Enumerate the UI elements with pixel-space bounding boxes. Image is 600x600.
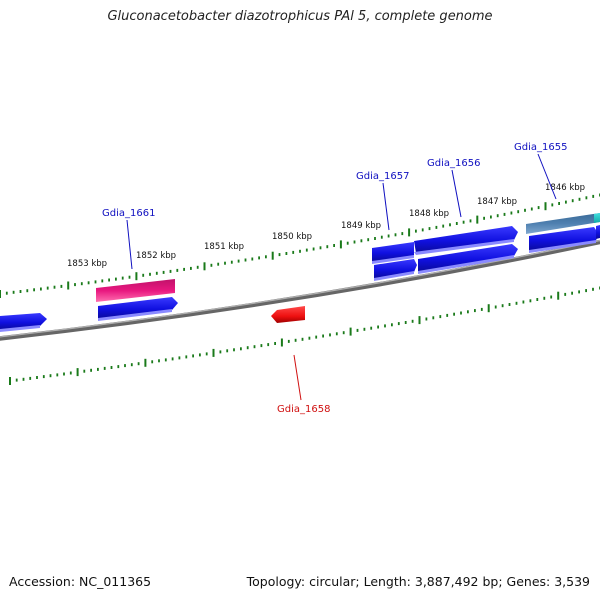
gene-gdia-1658[interactable] (271, 306, 305, 323)
backbone (0, 239, 600, 341)
scale-label: 1853 kbp (67, 259, 107, 269)
label-leaders (126, 153, 557, 401)
gene-gdia-1655[interactable] (526, 213, 600, 234)
gene-label-gdia-1658[interactable]: Gdia_1658 (277, 404, 330, 415)
gene-labels: Gdia_1655 Gdia_1656 Gdia_1657 Gdia_1661 … (102, 142, 567, 415)
gene-gdia-1661[interactable] (96, 279, 175, 302)
scale-label: 1851 kbp (204, 242, 244, 252)
scale-labels: 1846 kbp 1847 kbp 1848 kbp 1849 kbp 1850… (67, 183, 585, 269)
forward-scale-ticks (0, 193, 600, 298)
scale-label: 1846 kbp (545, 183, 585, 193)
map-title: Gluconacetobacter diazotrophicus PAl 5, … (107, 9, 493, 24)
gene-forward-row2[interactable] (0, 225, 600, 332)
scale-label: 1848 kbp (409, 209, 449, 219)
scale-label: 1850 kbp (272, 232, 312, 242)
gene-label-gdia-1655[interactable]: Gdia_1655 (514, 142, 567, 153)
gene-label-gdia-1661[interactable]: Gdia_1661 (102, 208, 155, 219)
accession-text: Accession: NC_011365 (9, 574, 152, 589)
gene-gdia-1656[interactable] (414, 226, 518, 255)
gene-gdia-1657[interactable] (372, 242, 414, 264)
gene-features[interactable] (0, 213, 600, 332)
scale-label: 1847 kbp (477, 197, 517, 207)
genome-summary-text: Topology: circular; Length: 3,887,492 bp… (246, 574, 590, 589)
scale-label: 1852 kbp (136, 251, 176, 261)
gene-label-gdia-1656[interactable]: Gdia_1656 (427, 158, 480, 169)
gene-label-gdia-1657[interactable]: Gdia_1657 (356, 171, 409, 182)
reverse-scale-ticks (9, 286, 600, 385)
scale-label: 1849 kbp (341, 221, 381, 231)
